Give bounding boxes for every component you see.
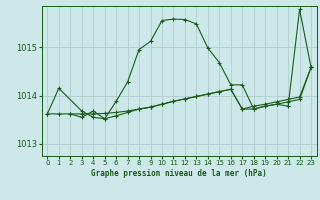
X-axis label: Graphe pression niveau de la mer (hPa): Graphe pression niveau de la mer (hPa) <box>91 169 267 178</box>
